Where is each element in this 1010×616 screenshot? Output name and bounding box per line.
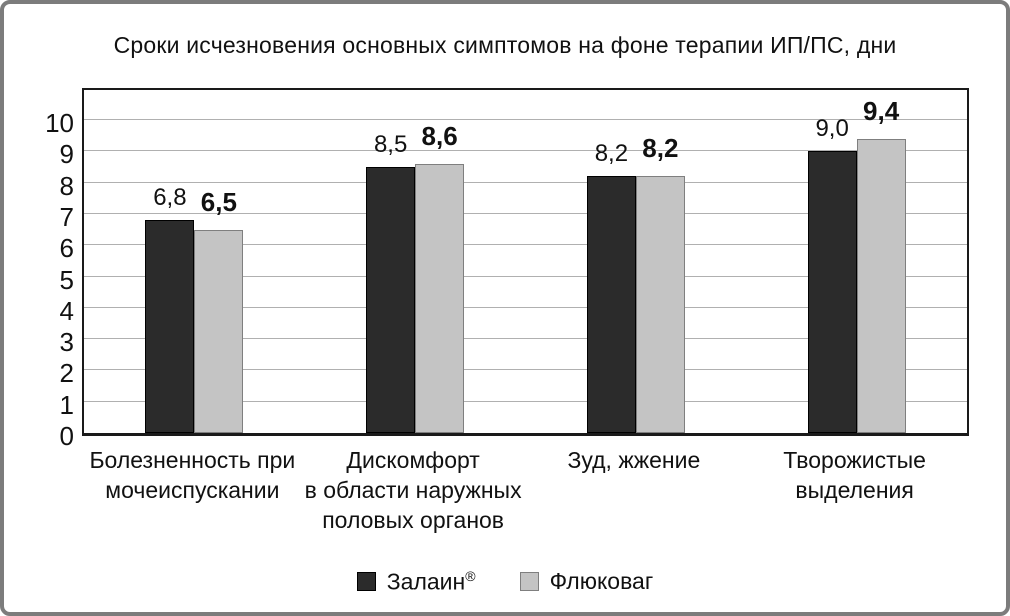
y-tick-label: 10 bbox=[45, 108, 74, 138]
legend-item: Флюковаг bbox=[519, 568, 654, 595]
bar bbox=[856, 138, 906, 433]
legend-label: Залаин® bbox=[386, 568, 476, 595]
y-tick-label: 0 bbox=[59, 421, 74, 451]
gridline bbox=[84, 400, 967, 402]
gridline bbox=[84, 181, 967, 183]
x-axis-labels: Болезненность при мочеиспускании Дискомфо… bbox=[82, 445, 969, 545]
bar-value-label: 6,5 bbox=[200, 186, 237, 217]
bar-value-label: 8,2 bbox=[642, 133, 679, 164]
gridline bbox=[84, 338, 967, 340]
y-tick-label: 9 bbox=[59, 139, 74, 170]
bar bbox=[807, 151, 857, 433]
bar bbox=[145, 220, 195, 433]
category-label: Зуд, жжение bbox=[567, 447, 701, 473]
legend-swatch bbox=[519, 572, 539, 592]
legend-item: Залаин® bbox=[356, 568, 476, 596]
y-tick-label: 4 bbox=[59, 295, 74, 326]
chart-title: Сроки исчезновения основных симптомов на… bbox=[113, 32, 897, 58]
legend-label: Флюковаг bbox=[549, 568, 654, 595]
y-tick-label: 7 bbox=[59, 201, 74, 232]
registered-mark: ® bbox=[465, 568, 476, 584]
bar-value-label: 8,2 bbox=[594, 140, 629, 168]
y-tick-label: 5 bbox=[59, 264, 74, 295]
bar-value-label: 9,4 bbox=[863, 95, 900, 126]
category-label: Болезненность при мочеиспускании bbox=[89, 447, 296, 503]
bar-value-label: 8,5 bbox=[373, 130, 408, 158]
gridline bbox=[84, 275, 967, 277]
y-tick-label: 1 bbox=[59, 389, 74, 420]
y-tick-label: 8 bbox=[59, 170, 74, 201]
gridline bbox=[84, 369, 967, 371]
y-tick-label: 3 bbox=[59, 327, 74, 358]
bar bbox=[194, 229, 244, 433]
category-label: Творожистые выделения bbox=[783, 447, 926, 503]
bar-value-label: 6,8 bbox=[153, 184, 187, 212]
category-label: Дискомфорт в области наружных половых ор… bbox=[304, 447, 522, 533]
gridline bbox=[84, 306, 967, 308]
gridline bbox=[84, 212, 967, 214]
bar-value-label: 8,6 bbox=[421, 120, 458, 151]
bar bbox=[635, 176, 685, 433]
gridline bbox=[84, 119, 967, 120]
legend-swatch bbox=[356, 572, 376, 592]
bar bbox=[366, 166, 416, 433]
bar-value-label: 9,0 bbox=[815, 115, 849, 143]
y-axis: 0 1 2 3 4 5 6 7 8 9 10 bbox=[4, 88, 74, 451]
gridline bbox=[84, 244, 967, 246]
y-tick-label: 6 bbox=[59, 233, 74, 264]
plot-area: 6,8 6,5 8,5 8,6 8,2 8,2 9,0 9,4 bbox=[82, 88, 969, 436]
legend: Залаин® Флюковаг bbox=[4, 568, 1006, 596]
bar bbox=[586, 176, 636, 433]
bar bbox=[415, 163, 465, 433]
y-tick-label: 2 bbox=[59, 358, 74, 389]
gridline bbox=[84, 150, 967, 152]
